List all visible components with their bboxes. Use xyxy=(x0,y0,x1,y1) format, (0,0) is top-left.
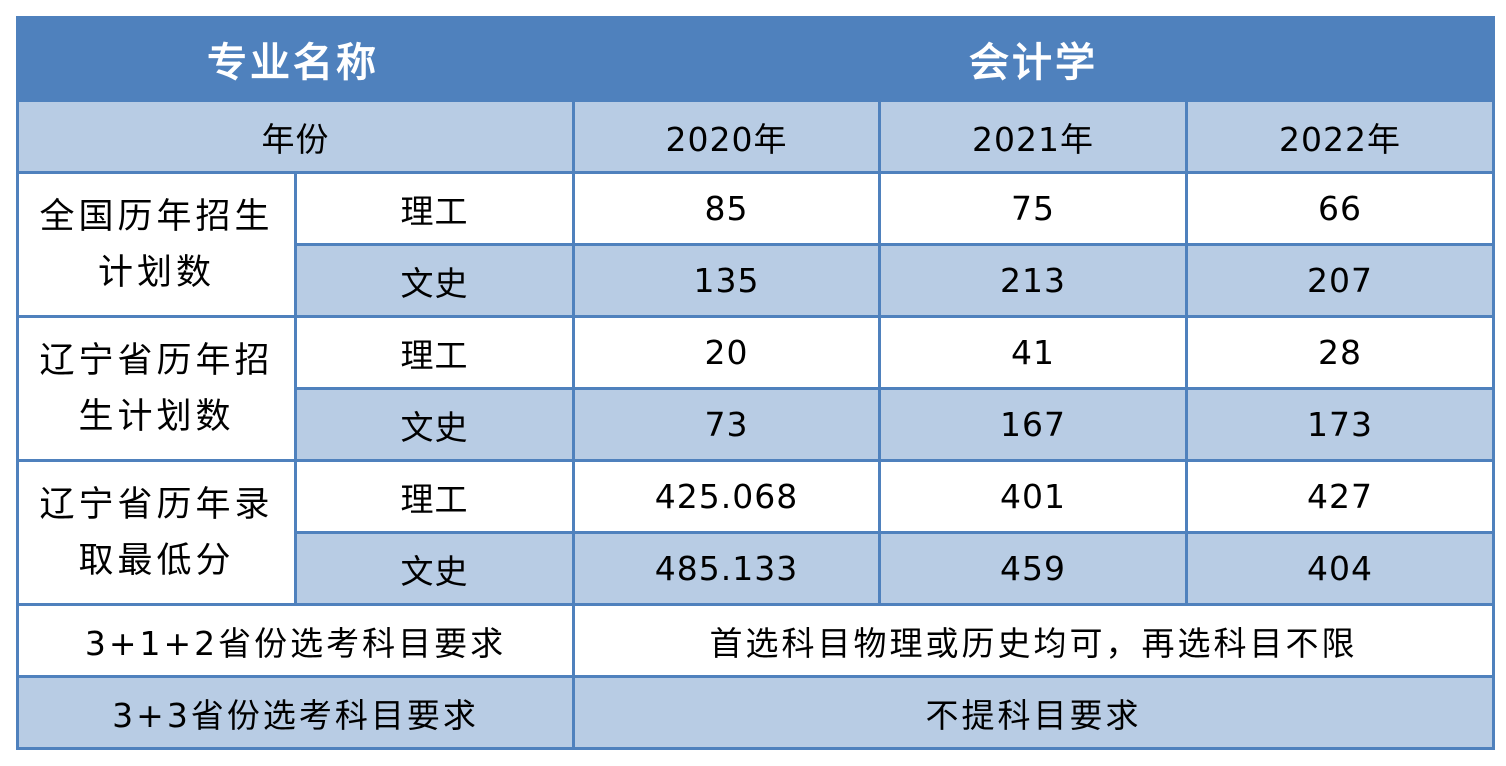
group-title-line: 全国历年招生 xyxy=(39,196,274,237)
table-row: 文史 485.133 459 404 xyxy=(18,531,1495,606)
year-2020: 2020年 xyxy=(572,99,881,174)
group-title-national-plan: 全国历年招生 计划数 xyxy=(16,171,297,318)
value-cell: 85 xyxy=(572,171,881,246)
value-cell: 404 xyxy=(1185,531,1495,606)
requirement-value: 不提科目要求 xyxy=(572,675,1495,750)
requirement-label: 3+1+2省份选考科目要求 xyxy=(16,603,575,678)
subject-type: 理工 xyxy=(294,459,575,534)
years-row: 年份 2020年 2021年 2022年 xyxy=(16,99,1495,174)
value-cell: 75 xyxy=(878,171,1188,246)
table-row: 辽宁省历年录 取最低分 理工 425.068 401 427 xyxy=(16,459,1495,606)
header-row: 专业名称 会计学 xyxy=(16,16,1495,102)
table-row: 文史 135 213 207 xyxy=(18,243,1495,318)
year-2022: 2022年 xyxy=(1185,99,1495,174)
value-cell: 41 xyxy=(878,315,1188,390)
enrollment-table-container: 专业名称 会计学 年份 2020年 2021年 2022年 全国历年招生 计划数… xyxy=(16,16,1495,750)
value-cell: 135 xyxy=(572,243,881,318)
table-row: 辽宁省历年招 生计划数 理工 20 41 28 xyxy=(16,315,1495,462)
value-cell: 28 xyxy=(1185,315,1495,390)
group-title-line: 辽宁省历年招 xyxy=(39,340,274,381)
subject-type: 文史 xyxy=(294,243,575,318)
value-cell: 459 xyxy=(878,531,1188,606)
value-cell: 213 xyxy=(878,243,1188,318)
requirement-label: 3+3省份选考科目要求 xyxy=(16,675,575,750)
value-cell: 167 xyxy=(878,387,1188,462)
group-title-liaoning-min-score: 辽宁省历年录 取最低分 xyxy=(16,459,297,606)
value-cell: 207 xyxy=(1185,243,1495,318)
requirement-value: 首选科目物理或历史均可，再选科目不限 xyxy=(572,603,1495,678)
value-cell: 20 xyxy=(572,315,881,390)
table-row: 全国历年招生 计划数 理工 85 75 66 xyxy=(16,171,1495,318)
years-label: 年份 xyxy=(16,99,575,174)
header-major-name: 会计学 xyxy=(572,16,1495,102)
subject-type: 理工 xyxy=(294,315,575,390)
group-title-liaoning-plan: 辽宁省历年招 生计划数 xyxy=(16,315,297,462)
subject-type: 文史 xyxy=(294,387,575,462)
value-cell: 73 xyxy=(572,387,881,462)
group-title-line: 计划数 xyxy=(97,252,215,293)
value-cell: 427 xyxy=(1185,459,1495,534)
table-row: 文史 73 167 173 xyxy=(18,387,1495,462)
requirement-row-3-3: 3+3省份选考科目要求 不提科目要求 xyxy=(16,675,1495,750)
header-major-label: 专业名称 xyxy=(16,16,575,102)
subject-type: 理工 xyxy=(294,171,575,246)
value-cell: 173 xyxy=(1185,387,1495,462)
group-title-line: 取最低分 xyxy=(78,540,235,581)
group-title-line: 辽宁省历年录 xyxy=(39,484,274,525)
value-cell: 66 xyxy=(1185,171,1495,246)
requirement-row-3-1-2: 3+1+2省份选考科目要求 首选科目物理或历史均可，再选科目不限 xyxy=(16,603,1495,678)
value-cell: 401 xyxy=(878,459,1188,534)
subject-type: 文史 xyxy=(294,531,575,606)
value-cell: 485.133 xyxy=(572,531,881,606)
year-2021: 2021年 xyxy=(878,99,1188,174)
value-cell: 425.068 xyxy=(572,459,881,534)
group-title-line: 生计划数 xyxy=(78,396,235,437)
enrollment-table: 专业名称 会计学 年份 2020年 2021年 2022年 全国历年招生 计划数… xyxy=(16,16,1495,750)
